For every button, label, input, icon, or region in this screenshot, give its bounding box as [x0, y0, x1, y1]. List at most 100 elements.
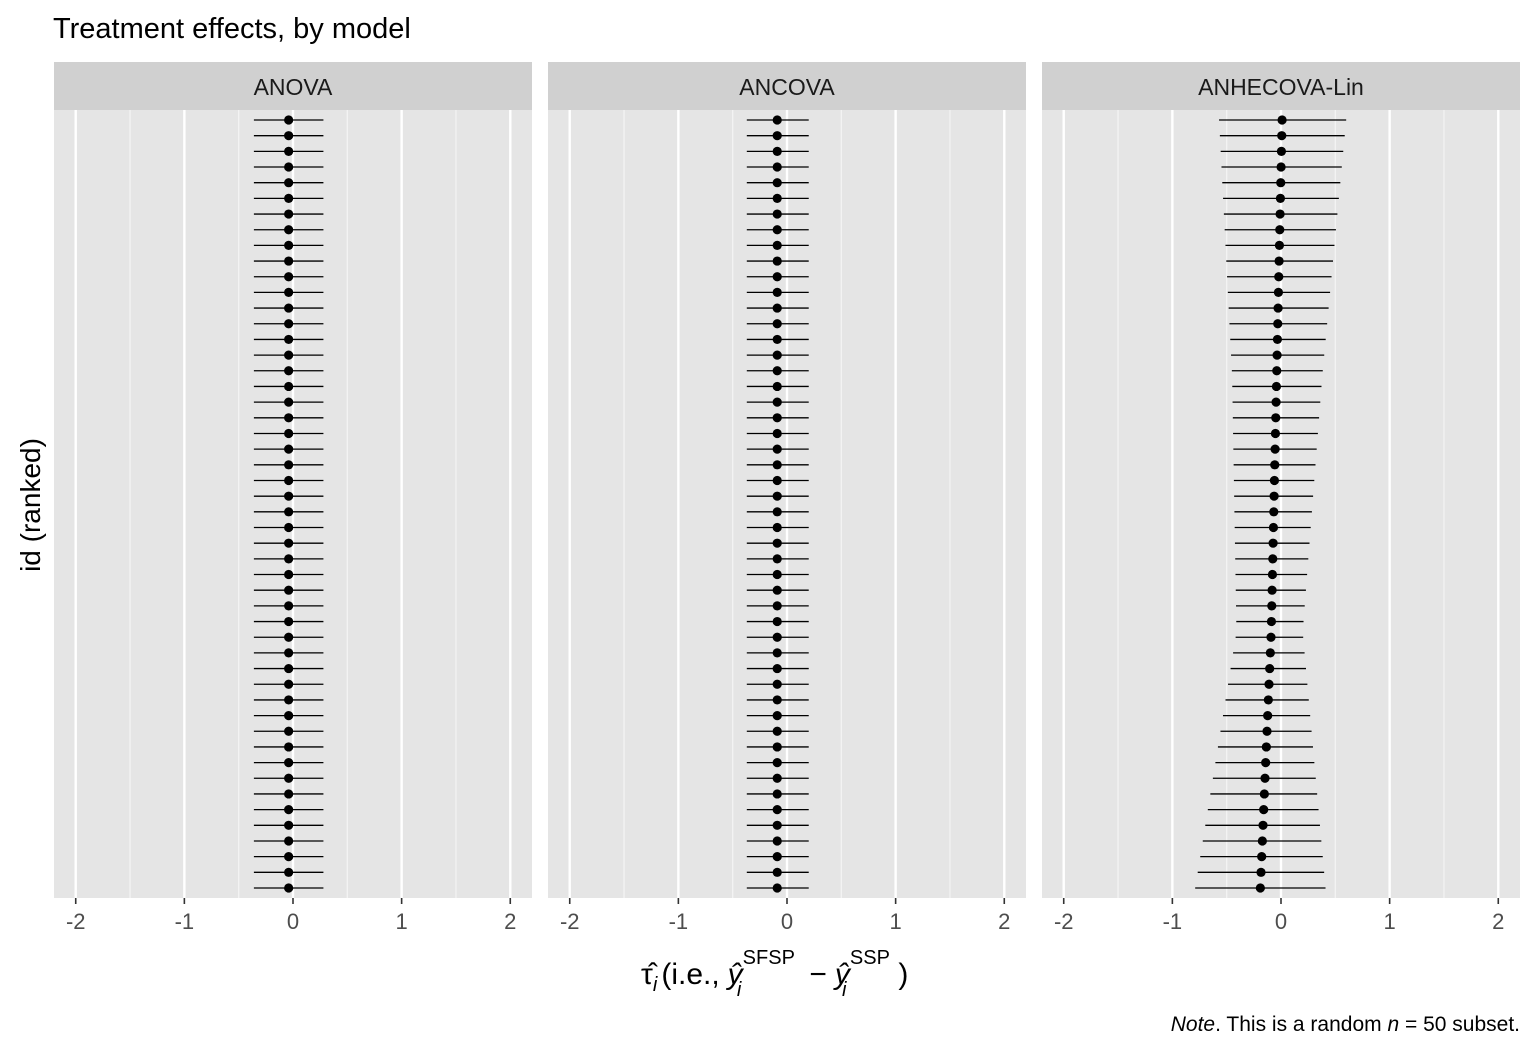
x-tick-label: -1	[669, 909, 689, 934]
estimate-point	[284, 178, 294, 188]
estimate-point	[284, 663, 294, 674]
estimate-point	[772, 883, 782, 893]
estimate-point	[772, 334, 782, 345]
estimate-point	[284, 225, 294, 235]
estimate-point	[284, 758, 294, 768]
x-label-sub-i2: i	[737, 979, 742, 1001]
estimate-point	[772, 350, 782, 360]
estimate-point	[772, 272, 782, 282]
estimate-point	[1269, 475, 1280, 486]
estimate-point	[1268, 522, 1279, 533]
estimate-point	[284, 679, 294, 689]
estimate-point	[1267, 569, 1278, 580]
estimate-point	[284, 883, 294, 893]
estimate-point	[1266, 616, 1277, 627]
estimate-point	[284, 146, 294, 156]
x-tick-label: -1	[1163, 909, 1183, 934]
x-label-paren-open: (	[661, 958, 671, 991]
x-tick-label: -2	[560, 909, 580, 934]
estimate-point	[1271, 413, 1281, 423]
strip-label-ancova: ANCOVA	[739, 74, 835, 100]
estimate-point	[284, 726, 294, 736]
estimate-point	[772, 632, 782, 642]
caption-text-2: = 50 subset.	[1399, 1013, 1520, 1036]
estimate-point	[284, 460, 294, 470]
panel-ancova: ANCOVA -2 -1 0 1 2	[548, 62, 1026, 934]
x-label-sub-i: i	[653, 974, 658, 996]
estimate-point	[284, 820, 294, 830]
estimate-point	[1269, 491, 1279, 501]
estimate-point	[284, 773, 294, 783]
estimate-point	[772, 805, 782, 815]
estimate-point	[1273, 303, 1283, 313]
estimate-point	[284, 585, 294, 595]
x-label-sup-ssp: SSP	[850, 947, 890, 969]
panel-anova: ANOVA -2 -1 0 1 2	[54, 62, 532, 934]
estimate-point	[284, 209, 294, 219]
x-label-sup-sfsp: SFSP	[743, 947, 795, 969]
estimate-point	[284, 632, 294, 642]
estimate-point	[284, 115, 294, 125]
estimate-point	[1261, 758, 1271, 768]
estimate-point	[1264, 679, 1274, 689]
estimate-point	[284, 836, 294, 846]
estimate-point	[1275, 225, 1285, 235]
x-tick-label: -2	[1054, 909, 1074, 934]
estimate-point	[1266, 632, 1276, 642]
x-tick-label: 1	[1384, 909, 1396, 934]
estimate-point	[1273, 287, 1284, 298]
estimate-point	[284, 538, 294, 548]
estimate-point	[1276, 162, 1286, 172]
estimate-point	[1277, 115, 1287, 125]
estimate-point	[772, 209, 782, 219]
estimate-point	[1276, 146, 1287, 156]
estimate-point	[284, 554, 294, 564]
x-tick-label: -1	[175, 909, 195, 934]
estimate-point	[284, 601, 294, 611]
estimate-point	[1274, 256, 1284, 266]
estimate-point	[284, 287, 294, 298]
estimate-point	[1263, 695, 1273, 705]
strip-anhecova-lin	[1042, 62, 1520, 110]
estimate-point	[772, 679, 782, 689]
estimate-point	[772, 758, 782, 768]
estimate-point	[1272, 366, 1282, 376]
estimate-point	[1275, 193, 1286, 203]
estimate-point	[772, 507, 782, 517]
estimate-point	[1267, 585, 1277, 595]
estimate-point	[772, 773, 782, 783]
x-label-paren-close: )	[898, 958, 908, 991]
strip-ancova	[548, 62, 1026, 110]
estimate-point	[284, 444, 294, 454]
estimate-point	[772, 131, 782, 141]
x-tick-label: 0	[781, 909, 793, 934]
x-tick-label: 2	[1492, 909, 1504, 934]
estimate-point	[284, 303, 294, 313]
estimate-point	[772, 397, 782, 407]
strip-anova	[54, 62, 532, 110]
caption-n: n	[1387, 1013, 1400, 1036]
y-axis-label: id (ranked)	[15, 438, 46, 572]
estimate-point	[1263, 710, 1273, 721]
estimate-point	[284, 350, 294, 360]
estimate-point	[1270, 444, 1280, 454]
estimate-point	[1268, 554, 1278, 564]
estimate-point	[284, 131, 294, 141]
estimate-point	[772, 475, 782, 486]
estimate-point	[772, 538, 782, 548]
estimate-point	[284, 710, 294, 721]
estimate-point	[284, 413, 294, 423]
estimate-point	[772, 616, 782, 627]
estimate-point	[1256, 867, 1266, 877]
estimate-point	[284, 852, 294, 862]
chart-caption: Note. This is a random n = 50 subset.	[1171, 1013, 1520, 1037]
estimate-point	[284, 240, 294, 250]
caption-text-1: . This is a random	[1215, 1013, 1388, 1036]
estimate-point	[772, 491, 782, 501]
estimate-point	[772, 162, 782, 172]
x-label-sub-i3: i	[842, 979, 847, 1001]
x-tick-label: 0	[1275, 909, 1287, 934]
estimate-point	[1277, 131, 1287, 141]
estimate-point	[1262, 726, 1272, 736]
estimate-point	[284, 805, 294, 815]
